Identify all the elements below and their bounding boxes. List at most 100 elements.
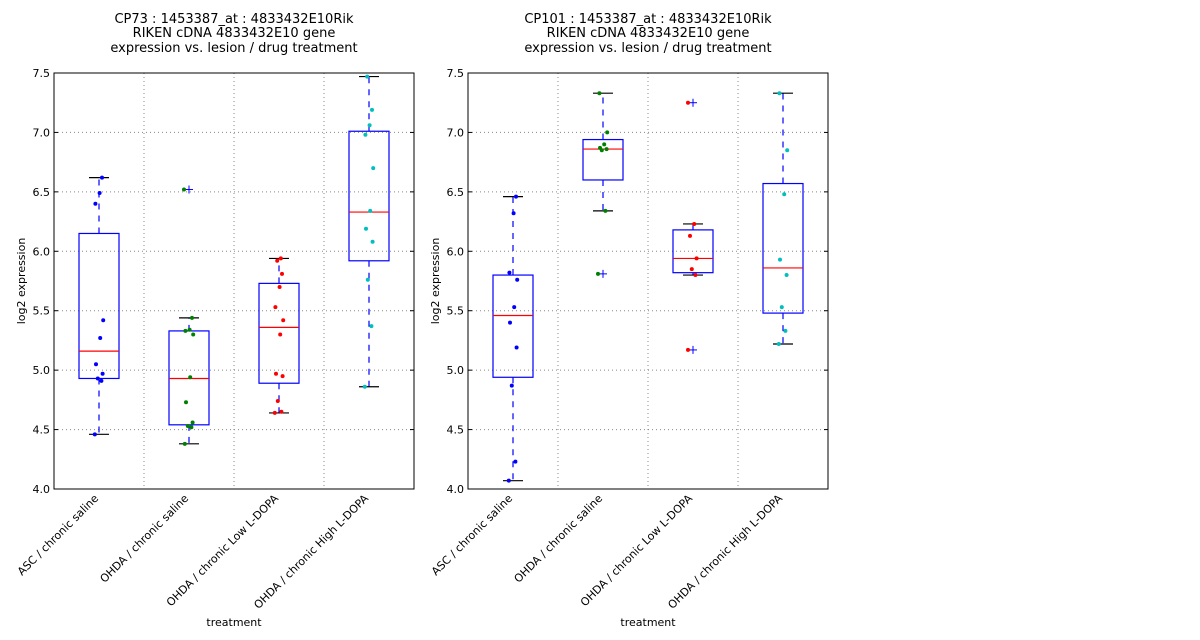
chart-title-line-2: RIKEN cDNA 4833432E10 gene bbox=[133, 26, 336, 41]
data-point bbox=[99, 378, 104, 383]
iqr-box bbox=[492, 274, 534, 378]
y-tick-label: 5.5 bbox=[447, 305, 465, 318]
box-3 bbox=[672, 98, 714, 354]
data-point bbox=[370, 107, 374, 112]
data-point bbox=[602, 142, 607, 147]
data-point bbox=[274, 371, 278, 376]
data-point bbox=[507, 270, 512, 275]
data-point bbox=[686, 100, 690, 105]
data-point bbox=[692, 221, 697, 226]
data-point bbox=[183, 328, 188, 333]
data-point bbox=[187, 327, 192, 332]
data-point bbox=[784, 273, 789, 278]
iqr-box bbox=[78, 232, 120, 380]
data-point bbox=[512, 305, 517, 310]
data-point bbox=[362, 384, 367, 389]
box-1 bbox=[492, 194, 534, 483]
y-tick-label: 4.5 bbox=[33, 424, 51, 437]
y-tick-label: 5.5 bbox=[33, 305, 51, 318]
y-tick-label: 7.5 bbox=[33, 67, 51, 80]
data-point bbox=[191, 332, 196, 337]
x-tick-label: OHDA / chronic saline bbox=[512, 492, 606, 586]
data-point bbox=[783, 328, 788, 333]
chart-title-line-1: CP73 : 1453387_at : 4833432E10Rik bbox=[114, 12, 354, 27]
box-2 bbox=[168, 185, 210, 446]
x-tick-label: OHDA / chronic saline bbox=[98, 492, 192, 586]
data-point bbox=[777, 91, 782, 96]
boxes bbox=[78, 74, 390, 446]
data-point bbox=[686, 347, 690, 352]
x-axis-label: treatment bbox=[206, 616, 262, 629]
data-point bbox=[280, 271, 284, 276]
data-point bbox=[182, 441, 187, 446]
data-point bbox=[363, 132, 368, 137]
data-point bbox=[279, 409, 284, 414]
data-point bbox=[94, 362, 98, 367]
data-point bbox=[184, 400, 188, 405]
data-point bbox=[604, 147, 609, 152]
data-point bbox=[278, 256, 283, 261]
data-point bbox=[509, 383, 514, 388]
data-point bbox=[275, 258, 280, 263]
y-tick-label: 4.0 bbox=[447, 483, 465, 496]
y-tick-label: 6.0 bbox=[447, 245, 465, 258]
data-point bbox=[514, 345, 519, 350]
data-point bbox=[190, 420, 195, 425]
plot-frame bbox=[53, 72, 415, 490]
y-ticks: 4.0 4.5 5.0 5.5 6.0 6.5 7.0 7.5 bbox=[33, 67, 414, 496]
data-point bbox=[182, 187, 186, 192]
data-point bbox=[785, 148, 790, 153]
data-point bbox=[689, 267, 694, 272]
data-point bbox=[281, 318, 286, 323]
y-tick-label: 7.0 bbox=[447, 126, 465, 139]
x-tick-label: ASC / chronic saline bbox=[15, 492, 101, 578]
y-tick-label: 5.0 bbox=[33, 364, 51, 377]
y-tick-label: 7.5 bbox=[447, 67, 465, 80]
data-point bbox=[598, 145, 602, 150]
x-tick-label: ASC / chronic saline bbox=[429, 492, 515, 578]
y-tick-label: 4.5 bbox=[447, 424, 465, 437]
chart-title-line-3: expression vs. lesion / drug treatment bbox=[524, 41, 771, 56]
data-point bbox=[97, 191, 102, 196]
x-axis-label: treatment bbox=[620, 616, 676, 629]
data-point bbox=[185, 424, 190, 429]
data-point bbox=[92, 432, 97, 437]
chart-title-line-3: expression vs. lesion / drug treatment bbox=[110, 41, 357, 56]
data-point bbox=[272, 410, 277, 415]
iqr-box bbox=[348, 130, 390, 262]
data-point bbox=[596, 271, 600, 276]
data-point bbox=[365, 74, 370, 79]
iqr-box bbox=[672, 229, 714, 274]
data-point bbox=[278, 332, 283, 337]
data-point bbox=[364, 226, 368, 231]
data-point bbox=[693, 273, 698, 278]
box-3 bbox=[258, 256, 300, 415]
data-point bbox=[369, 324, 374, 329]
boxes bbox=[492, 91, 804, 483]
data-point bbox=[371, 166, 376, 171]
y-axis-label: log2 expression bbox=[429, 238, 442, 325]
iqr-box bbox=[582, 138, 624, 181]
box-4 bbox=[348, 74, 390, 389]
data-point bbox=[778, 257, 782, 262]
iqr-box bbox=[762, 182, 804, 314]
data-point bbox=[514, 194, 518, 199]
data-point bbox=[597, 91, 602, 96]
data-point bbox=[277, 284, 282, 289]
data-point bbox=[95, 376, 100, 381]
box-2 bbox=[582, 91, 624, 278]
y-tick-label: 5.0 bbox=[447, 364, 465, 377]
data-point bbox=[273, 305, 278, 310]
y-tick-label: 4.0 bbox=[33, 483, 51, 496]
data-point bbox=[93, 201, 98, 206]
data-point bbox=[605, 130, 610, 135]
chart-title-line-1: CP101 : 1453387_at : 4833432E10Rik bbox=[524, 12, 772, 27]
data-point bbox=[506, 478, 511, 483]
y-tick-label: 6.5 bbox=[447, 186, 465, 199]
data-point bbox=[688, 233, 692, 238]
data-point bbox=[508, 320, 512, 325]
data-point bbox=[98, 336, 103, 341]
y-tick-label: 6.5 bbox=[33, 186, 51, 199]
